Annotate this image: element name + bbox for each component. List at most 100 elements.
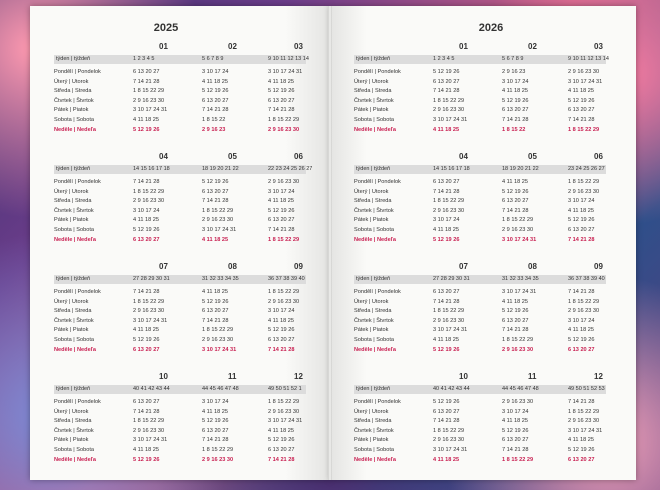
month-number: 06: [294, 152, 303, 161]
day-cell: 5 12 19 26: [133, 456, 160, 463]
month-number: 10: [459, 372, 468, 381]
day-cell: 7 14 21 28: [433, 188, 460, 195]
quarter-block: 10 11 12 týden | týždeň 40 41 42 43 44 44 45 …: [354, 372, 606, 477]
day-label: Neděle | Nedeľa: [354, 126, 396, 133]
month-number: 03: [594, 42, 603, 51]
day-cell: 1 8 15 22 29: [433, 308, 465, 315]
day-cell: 2 9 16 23 30: [433, 107, 465, 114]
day-label: Úterý | Utorok: [354, 188, 389, 195]
day-cell: 1 8 15 22 29: [268, 289, 300, 295]
day-cell: 1 8 15 22 29: [433, 97, 465, 104]
day-cell: 5 12 19 26: [202, 298, 229, 305]
day-cell: 6 13 20 27: [133, 69, 160, 75]
day-cell: 6 13 20 27: [433, 78, 460, 85]
day-cell: 7 14 21 28: [133, 289, 160, 295]
day-label: Čtvrtek | Štvrtok: [54, 97, 94, 104]
day-cell: 4 11 18 25: [568, 327, 595, 334]
month-number: 12: [594, 372, 603, 381]
day-label: Pondělí | Pondelok: [354, 69, 401, 75]
day-cell: 6 13 20 27: [268, 217, 295, 224]
day-cell: 7 14 21 28: [568, 289, 595, 295]
month-number: 09: [294, 262, 303, 271]
day-cell: 4 11 18 25: [133, 217, 160, 224]
day-cell: 5 12 19 26: [133, 337, 160, 343]
day-cell: 6 13 20 27: [502, 317, 529, 324]
day-cell: 5 12 19 26: [268, 88, 295, 95]
day-cell: 2 9 16 23 30: [568, 308, 600, 315]
month-number: 02: [228, 42, 237, 51]
week-numbers: 49 50 51 52 53: [568, 386, 605, 392]
week-label: týden | týždeň: [56, 56, 91, 62]
week-numbers: 40 41 42 43 44: [433, 386, 470, 392]
day-label: Sobota | Sobota: [54, 117, 95, 123]
day-label: Úterý | Utorok: [54, 188, 89, 195]
day-cell: 7 14 21 28: [202, 107, 229, 114]
day-cell: 6 13 20 27: [433, 289, 460, 295]
day-cell: 3 10 17 24 31: [433, 117, 468, 123]
day-cell: 3 10 17 24: [568, 198, 595, 205]
day-cell: 4 11 18 25: [568, 437, 595, 444]
day-cell: 6 13 20 27: [568, 346, 595, 353]
week-numbers: 27 28 29 30 31: [133, 276, 170, 282]
month-number: 01: [459, 42, 468, 51]
day-label: Čtvrtek | Štvrtok: [54, 317, 94, 324]
day-cell: 1 8 15 22 29: [202, 447, 234, 453]
day-cell: 4 11 18 25: [502, 179, 529, 185]
day-cell: 1 8 15 22 29: [502, 456, 534, 463]
week-label: týden | týždeň: [356, 386, 391, 392]
day-cell: 4 11 18 25: [502, 298, 529, 305]
day-label: Pondělí | Pondelok: [54, 399, 101, 405]
day-cell: 4 11 18 25: [433, 126, 460, 133]
day-label: Pátek | Piatok: [354, 107, 389, 114]
month-number: 12: [294, 372, 303, 381]
week-numbers: 5 6 7 8 9: [202, 56, 224, 62]
day-cell: 5 12 19 26: [433, 236, 460, 243]
day-cell: 3 10 17 24 31: [133, 437, 168, 444]
day-cell: 6 13 20 27: [568, 227, 595, 233]
day-cell: 1 8 15 22 29: [568, 126, 600, 133]
day-cell: 3 10 17 24 31: [502, 289, 537, 295]
day-cell: 3 10 17 24: [202, 399, 229, 405]
day-label: Neděle | Nedeľa: [354, 456, 396, 463]
day-cell: 2 9 16 23 30: [133, 308, 165, 315]
week-numbers: 14 15 16 17 18: [433, 166, 470, 172]
day-cell: 7 14 21 28: [502, 207, 529, 214]
day-label: Čtvrtek | Štvrtok: [54, 207, 94, 214]
day-cell: 1 8 15 22 29: [502, 337, 534, 343]
day-cell: 2 9 16 23 30: [568, 188, 600, 195]
day-cell: 6 13 20 27: [268, 337, 295, 343]
day-cell: 5 12 19 26: [502, 427, 529, 434]
day-cell: 1 8 15 22 29: [202, 207, 234, 214]
day-cell: 7 14 21 28: [268, 227, 295, 233]
day-label: Pondělí | Pondelok: [54, 179, 101, 185]
day-cell: 1 8 15 22 29: [268, 236, 300, 243]
day-cell: 4 11 18 25: [502, 418, 529, 425]
day-cell: 1 8 15 22 29: [568, 408, 600, 415]
month-number: 08: [228, 262, 237, 271]
quarter-block: 01 02 03 týden | týždeň 1 2 3 4 5 5 6 7 8 9 9 …: [354, 42, 609, 147]
day-cell: 4 11 18 25: [568, 207, 595, 214]
day-cell: 4 11 18 25: [133, 327, 160, 334]
week-label: týden | týždeň: [356, 276, 391, 282]
day-cell: 6 13 20 27: [202, 308, 229, 315]
month-number: 05: [528, 152, 537, 161]
day-cell: 5 12 19 26: [502, 188, 529, 195]
day-cell: 7 14 21 28: [268, 346, 295, 353]
day-cell: 1 8 15 22 29: [568, 179, 600, 185]
day-label: Středa | Streda: [54, 418, 92, 425]
day-cell: 1 8 15 22: [202, 117, 226, 123]
quarter-block: 04 05 06 týden | týždeň 14 15 16 17 18 18 19 …: [54, 152, 312, 257]
day-label: Neděle | Nedeľa: [354, 236, 396, 243]
day-label: Sobota | Sobota: [354, 227, 395, 233]
week-numbers: 18 19 20 21 22: [202, 166, 239, 172]
week-label: týden | týždeň: [56, 386, 91, 392]
day-cell: 2 9 16 23 30: [133, 427, 165, 434]
book-spine: [328, 6, 332, 480]
day-cell: 3 10 17 24 31: [133, 317, 168, 324]
day-label: Sobota | Sobota: [54, 447, 95, 453]
day-cell: 5 12 19 26: [202, 179, 229, 185]
day-label: Pondělí | Pondelok: [354, 289, 401, 295]
day-cell: 6 13 20 27: [433, 179, 460, 185]
day-cell: 3 10 17 24: [433, 217, 460, 224]
month-number: 04: [459, 152, 468, 161]
